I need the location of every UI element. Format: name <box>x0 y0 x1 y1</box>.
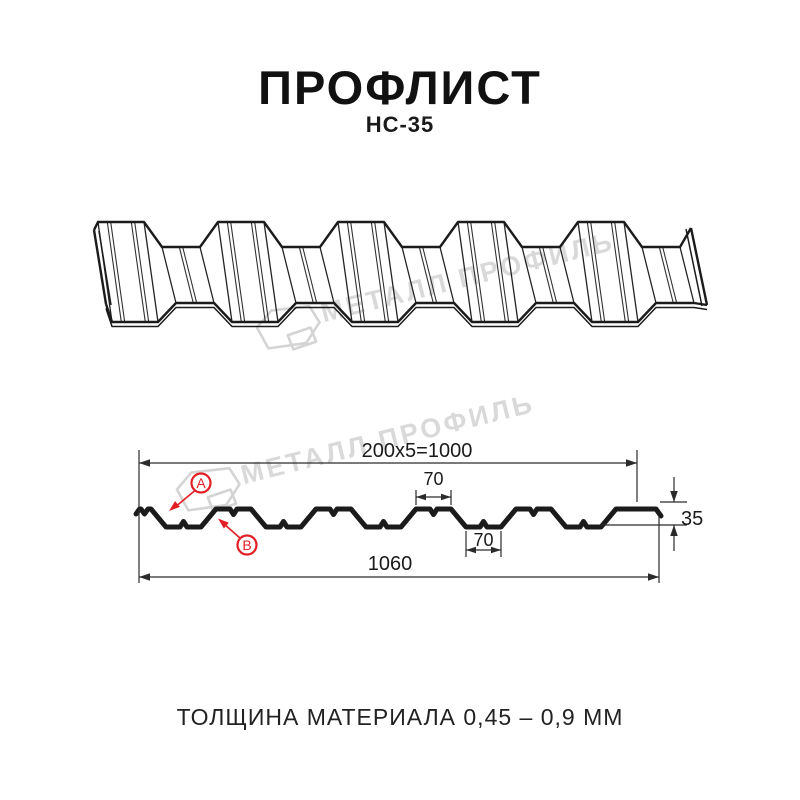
callout-b-arrowhead <box>218 518 229 529</box>
dim-label-profile-height: 35 <box>681 508 703 530</box>
page-title: ПРОФЛИСТ <box>258 61 542 114</box>
callout-a-letter: A <box>196 475 206 491</box>
dim-label-rib-bottom-width: 70 <box>473 530 493 550</box>
profile-model-label: НС-35 <box>365 112 435 137</box>
callout-a-arrowhead <box>169 501 180 511</box>
watermark-text-upper: МЕТАЛЛ ПРОФИЛЬ <box>318 226 618 328</box>
dim-label-rib-top-width: 70 <box>423 469 443 489</box>
callout-b-arrow <box>223 523 241 539</box>
callout-b-circle <box>236 534 258 556</box>
callout-a-circle <box>190 472 212 494</box>
profile-sheet-3d-drawing <box>92 220 709 328</box>
watermark-text-lower: МЕТАЛЛ ПРОФИЛЬ <box>238 388 538 490</box>
callout-a: A <box>169 472 212 511</box>
material-thickness-note: ТОЛЩИНА МАТЕРИАЛА 0,45 – 0,9 ММ <box>176 704 624 730</box>
dimension-arrowheads <box>139 459 678 581</box>
callout-b: B <box>218 518 258 556</box>
metall-profil-logo-icon <box>255 304 321 351</box>
dim-label-overall-width: 1060 <box>368 553 413 575</box>
dim-label-pitch: 200x5=1000 <box>362 440 473 462</box>
dimension-lines <box>138 450 687 583</box>
callout-b-letter: B <box>242 537 251 553</box>
watermark-upper: МЕТАЛЛ ПРОФИЛЬ <box>255 226 618 351</box>
watermark-lower: МЕТАЛЛ ПРОФИЛЬ <box>175 388 538 513</box>
metall-profil-logo-icon <box>175 466 241 513</box>
profile-cross-section <box>133 506 664 530</box>
